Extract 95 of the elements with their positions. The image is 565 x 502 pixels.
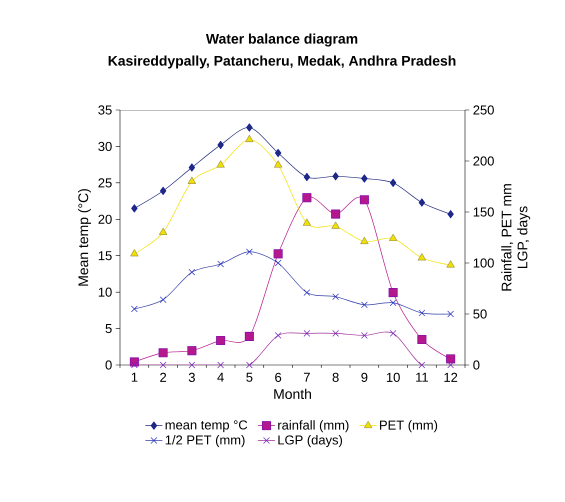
x-tick-label: 1: [132, 372, 138, 382]
point: [447, 310, 454, 318]
y2-axis-title: Rainfall, PET mm LGP, days: [501, 184, 530, 291]
x-tick-label: 3: [188, 372, 195, 382]
chart-title: Water balance diagram: [206, 33, 358, 47]
point: [302, 193, 312, 202]
point: [390, 178, 396, 187]
x-tick-label: 11: [416, 372, 428, 382]
point: [361, 332, 368, 339]
y2-tick-label: 50: [473, 309, 487, 319]
point: [217, 260, 224, 268]
point: [217, 140, 224, 150]
x-tick-label: 2: [160, 372, 166, 382]
point: [446, 260, 455, 268]
point: [244, 332, 254, 341]
point: [304, 289, 310, 296]
x-tick-label: 9: [361, 372, 368, 382]
point: [332, 172, 339, 180]
y-axis-title: Mean temp (°C): [78, 189, 91, 286]
point: [274, 332, 282, 339]
point: [304, 172, 310, 182]
x-tick-label: 4: [217, 372, 224, 382]
point: [447, 210, 454, 218]
point: [418, 362, 426, 368]
y-tick-label: 5: [106, 324, 112, 334]
point: [446, 354, 456, 364]
point: [158, 228, 168, 235]
y-tick-label: 20: [98, 214, 112, 224]
legend-label: PET (mm): [380, 420, 438, 432]
legend-label: LGP (days): [278, 435, 342, 448]
point: [160, 362, 166, 368]
point: [216, 160, 225, 168]
point: [131, 204, 138, 212]
point: [274, 148, 282, 158]
point: [418, 310, 426, 316]
point: [160, 296, 166, 304]
point: [188, 268, 196, 276]
legend-label: rainfall (mm): [278, 420, 348, 432]
x-tick-label: 5: [246, 372, 252, 382]
y2-tick-label: 0: [473, 360, 480, 370]
point: [188, 362, 196, 368]
y-tick-label: 10: [98, 288, 112, 297]
point: [246, 248, 253, 256]
point: [417, 334, 426, 344]
y-tick-label: 35: [98, 105, 112, 115]
point: [390, 330, 396, 337]
point: [188, 163, 196, 172]
legend-label: mean temp °C: [166, 420, 248, 432]
x-axis-title: Month: [274, 388, 311, 400]
y2-tick-label: 200: [473, 156, 494, 166]
point: [360, 236, 369, 244]
point: [131, 362, 138, 368]
point: [418, 198, 426, 207]
point: [131, 306, 138, 312]
x-tick-label: 6: [275, 372, 282, 382]
y-tick-label: 25: [98, 178, 112, 188]
point: [447, 362, 454, 368]
y-tick-label: 15: [98, 251, 112, 260]
point: [388, 288, 398, 298]
point: [360, 195, 369, 204]
point: [361, 302, 368, 308]
point: [388, 234, 398, 242]
point: [390, 299, 396, 306]
point: [332, 293, 339, 300]
point: [245, 134, 254, 142]
x-tick-label: 7: [304, 372, 310, 382]
point: [331, 222, 340, 229]
y-tick-label: 30: [98, 142, 112, 152]
point: [160, 186, 166, 196]
point: [302, 218, 312, 226]
y2-tick-label: 100: [474, 258, 494, 268]
x-tick-label: 8: [332, 372, 339, 382]
point: [187, 346, 196, 356]
x-tick-label: 10: [386, 372, 400, 382]
point: [158, 348, 168, 358]
chart-subtitle: Kasireddypally, Patancheru, Medak, Andhra Pradesh: [108, 55, 456, 68]
legend-label: 1/2 PET (mm): [166, 435, 245, 448]
point: [216, 336, 226, 346]
y2-tick-label: 150: [474, 207, 494, 217]
point: [332, 330, 339, 337]
y2-tick-label: 250: [473, 105, 494, 115]
point: [274, 160, 282, 168]
point: [217, 362, 224, 368]
point: [418, 253, 426, 260]
point: [274, 260, 282, 266]
point: [188, 176, 196, 184]
point: [331, 210, 340, 219]
point: [274, 249, 283, 258]
point: [361, 174, 368, 183]
point: [246, 123, 253, 132]
point: [246, 362, 253, 368]
y-tick-label: 0: [106, 360, 112, 370]
x-tick-label: 12: [444, 372, 458, 382]
point: [304, 330, 310, 337]
point: [130, 249, 139, 256]
